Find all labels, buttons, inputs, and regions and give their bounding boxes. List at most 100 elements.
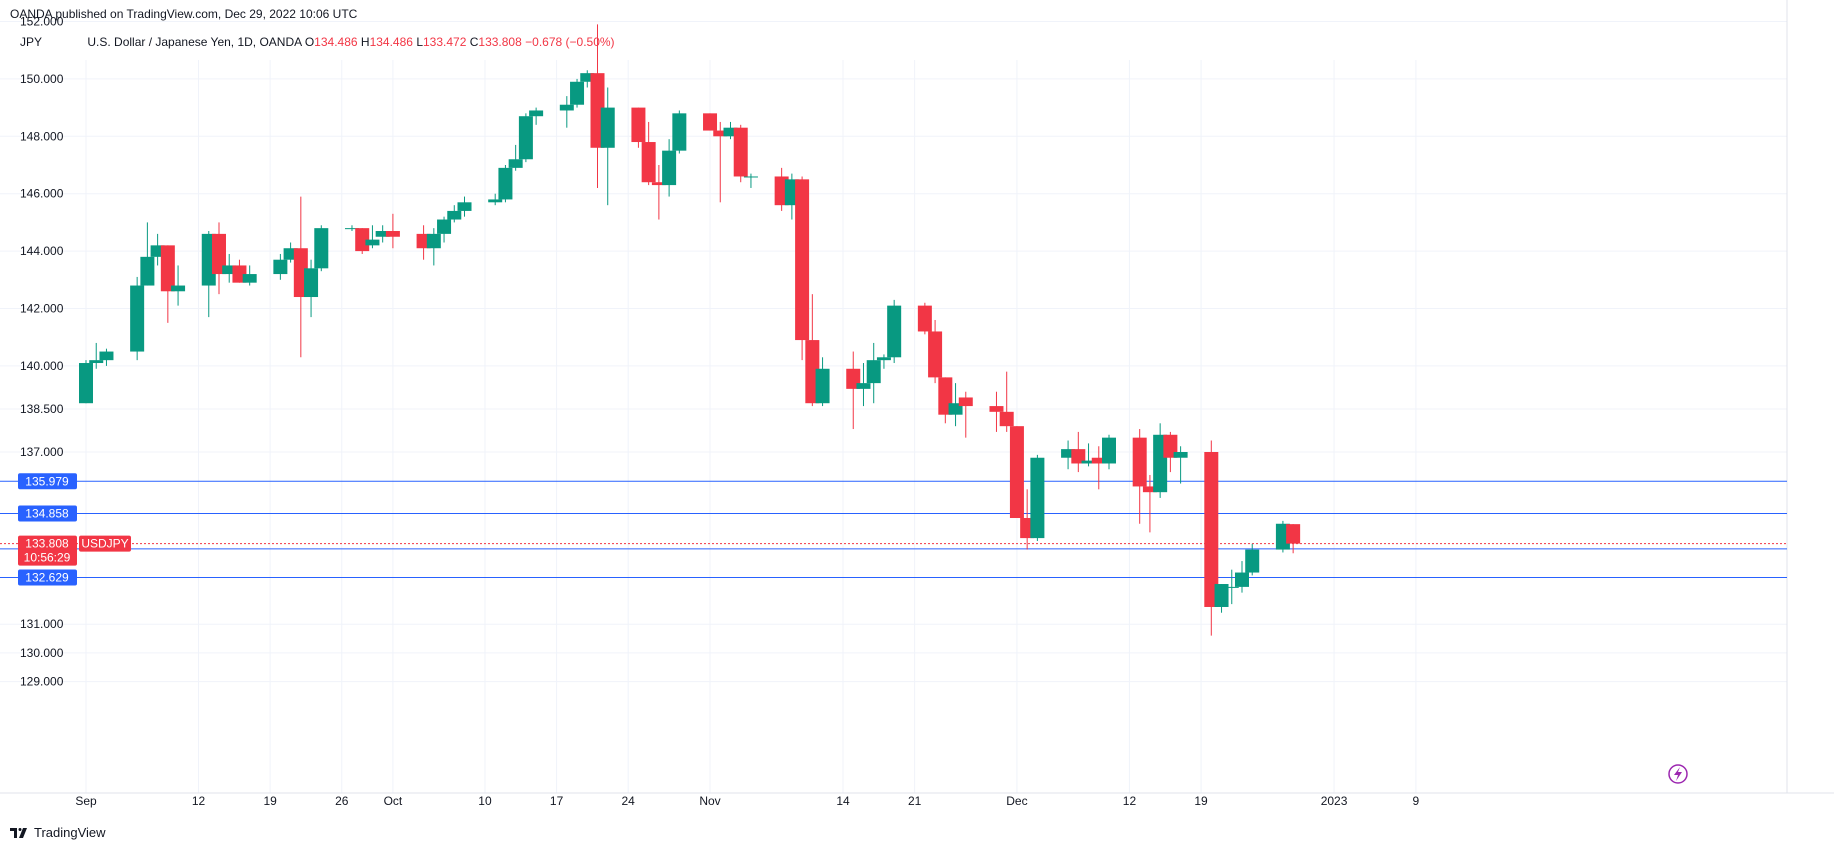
published-line: OANDA published on TradingView.com, Dec … [10,7,358,21]
candle-body[interactable] [1081,460,1096,464]
candle-body[interactable] [631,107,646,143]
candle-body[interactable] [365,239,380,246]
level-price-tag [18,473,77,490]
x-tick-label: 17 [550,794,564,808]
candle-body[interactable] [1142,486,1157,493]
candle-body[interactable] [1286,524,1301,544]
candle-body[interactable] [140,256,155,286]
candle-body[interactable] [222,265,237,275]
candle-body[interactable] [651,182,666,186]
candle-body[interactable] [1071,449,1086,464]
candle-body[interactable] [273,259,288,275]
candle-body[interactable] [130,285,145,352]
level-price-label: 135.979 [25,474,69,488]
x-tick-label: 14 [836,794,850,808]
candle-body[interactable] [570,81,585,105]
candle-body[interactable] [999,411,1014,427]
x-tick-label: 12 [192,794,206,808]
candle-body[interactable] [1214,584,1229,607]
candle-body[interactable] [375,231,390,237]
candle-body[interactable] [171,285,186,292]
candle-body[interactable] [662,150,677,186]
candle-body[interactable] [703,113,718,131]
candle-body[interactable] [713,130,728,137]
candle-body[interactable] [1009,426,1024,519]
price-countdown: 10:56:29 [24,551,71,565]
candle-body[interactable] [866,360,881,384]
candle-body[interactable] [518,116,533,160]
candle-body[interactable] [928,331,943,378]
candle-body[interactable] [211,233,226,275]
candle-body[interactable] [1132,437,1147,487]
legend-low-label: L [416,35,423,49]
y-tick-label: 146.000 [20,187,64,201]
candle-body[interactable] [385,231,400,237]
candle-body[interactable] [426,233,441,249]
candle-body[interactable] [344,228,359,230]
legend-symbol: JPY [20,35,43,49]
candle-body[interactable] [989,406,1004,412]
level-price-label: 134.858 [25,506,69,520]
candle-body[interactable] [733,127,748,177]
candle-body[interactable] [304,268,319,298]
candle-body[interactable] [488,199,503,203]
candle-body[interactable] [1030,457,1045,539]
candle-body[interactable] [948,403,963,415]
tradingview-logo-icon [10,827,27,838]
candle-body[interactable] [958,397,973,407]
candle-body[interactable] [580,73,595,82]
legend-change: −0.678 (−0.50%) [525,35,615,49]
candle-body[interactable] [447,210,462,220]
candle-body[interactable] [498,167,513,200]
x-tick-label: 21 [908,794,922,808]
y-tick-label: 148.000 [20,129,64,143]
y-tick-label: 150.000 [20,72,64,86]
candle-body[interactable] [89,360,104,364]
candle-body[interactable] [314,228,329,269]
candle-body[interactable] [600,107,615,148]
candle-body[interactable] [1245,549,1260,573]
candle-body[interactable] [641,142,656,183]
candle-body[interactable] [1061,449,1076,458]
level-price-tag [18,569,77,586]
candle-body[interactable] [1224,586,1239,588]
candle-body[interactable] [79,363,93,404]
candle-body[interactable] [917,305,932,332]
legend-high-label: H [360,35,370,49]
lightning-event-icon[interactable] [1668,764,1688,784]
x-tick-label: 19 [263,794,277,808]
candle-body[interactable] [887,305,902,358]
candle-body[interactable] [508,159,523,168]
candle-body[interactable] [876,357,891,361]
candle-body[interactable] [529,110,544,117]
legend-instrument: U.S. Dollar / Japanese Yen, 1D, OANDA [87,35,302,49]
candle-body[interactable] [1102,437,1116,464]
candle-body[interactable] [1091,457,1106,464]
symbol-tag [79,535,131,552]
candle-body[interactable] [672,113,687,151]
candle-body[interactable] [743,176,758,178]
candle-body[interactable] [856,383,871,389]
candle-body[interactable] [160,245,175,292]
x-tick-label: 10 [478,794,492,808]
candle-body[interactable] [815,368,830,404]
legend-close: 133.808 [478,35,522,49]
y-tick-label: 138.500 [20,402,64,416]
candle-body[interactable] [457,202,472,211]
candle-body[interactable] [150,245,165,257]
candle-body[interactable] [1204,452,1219,607]
candle-body[interactable] [283,248,298,260]
current-price-tag [18,535,77,566]
candle-body[interactable] [99,351,114,361]
x-tick-label: 2023 [1321,794,1348,808]
x-tick-label: Sep [75,794,97,808]
y-tick-label: 131.000 [20,617,64,631]
candle-body[interactable] [1234,572,1249,587]
candle-body[interactable] [437,219,452,234]
candle-body[interactable] [795,179,810,341]
candle-body[interactable] [1173,452,1188,458]
candle-body[interactable] [559,104,574,111]
candle-body[interactable] [242,274,257,283]
candle-body[interactable] [723,127,738,137]
